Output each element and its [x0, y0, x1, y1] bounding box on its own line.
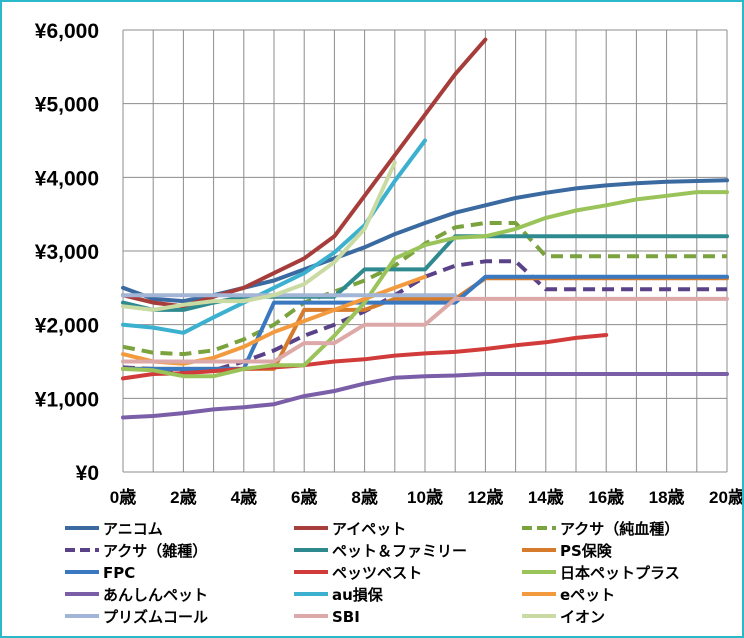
x-tick-label: 14歳: [528, 487, 564, 507]
legend-label-2: アクサ（純血種）: [560, 520, 679, 538]
legend-label-13: SBI: [332, 608, 360, 626]
x-tick-label: 6歳: [291, 487, 317, 507]
x-tick-label: 4歳: [231, 487, 257, 507]
x-tick-label: 10歳: [407, 487, 443, 507]
x-tick-label: 18歳: [649, 487, 685, 507]
y-tick-label: ¥6,000: [35, 20, 99, 43]
legend-label-5: PS保険: [560, 542, 613, 560]
legend-label-1: アイペット: [332, 520, 406, 538]
x-tick-label: 16歳: [588, 487, 624, 507]
y-tick-label: ¥1,000: [35, 388, 99, 411]
legend-label-11: eペット: [560, 586, 615, 604]
legend-label-9: あんしんペット: [103, 586, 208, 604]
y-tick-label: ¥0: [76, 462, 99, 485]
series-line-9: [121, 372, 729, 420]
y-tick-label: ¥4,000: [35, 167, 99, 190]
x-tick-label: 8歳: [351, 487, 377, 507]
series-line-13: [121, 296, 729, 364]
series-line-8: [121, 190, 729, 379]
series-line-7: [121, 333, 609, 381]
y-axis-ticks: ¥0 ¥1,000 ¥2,000 ¥3,000 ¥4,000 ¥5,000 ¥6,000: [35, 20, 99, 485]
plot-grid: [122, 29, 728, 473]
x-tick-label: 0歳: [110, 487, 136, 507]
y-tick-label: ¥2,000: [35, 315, 99, 338]
x-tick-label: 20歳: [709, 487, 742, 507]
legend-label-3: アクサ（雑種）: [103, 542, 207, 560]
series-lines: [121, 37, 729, 420]
legend-label-14: イオン: [560, 608, 605, 626]
legend-label-6: FPC: [103, 564, 135, 582]
y-tick-label: ¥5,000: [35, 94, 99, 117]
legend-label-0: アニコム: [103, 520, 163, 538]
x-tick-label: 2歳: [170, 487, 196, 507]
legend-label-12: プリズムコール: [103, 608, 208, 626]
x-tick-label: 12歳: [467, 487, 503, 507]
legend-label-8: 日本ペットプラス: [560, 564, 680, 582]
legend: アニコム アイペット アクサ（純血種） アクサ（雑種） ペット＆ファミリー PS保険 FPC…: [65, 520, 680, 626]
legend-label-4: ペット＆ファミリー: [332, 542, 467, 560]
legend-label-10: au損保: [332, 586, 384, 604]
series-line-14: [121, 160, 397, 312]
legend-label-7: ペッツベスト: [332, 564, 422, 582]
x-axis-ticks: 0歳 2歳 4歳 6歳 8歳 10歳 12歳 14歳 16歳 18歳 20歳: [110, 487, 742, 507]
y-tick-label: ¥3,000: [35, 241, 99, 264]
